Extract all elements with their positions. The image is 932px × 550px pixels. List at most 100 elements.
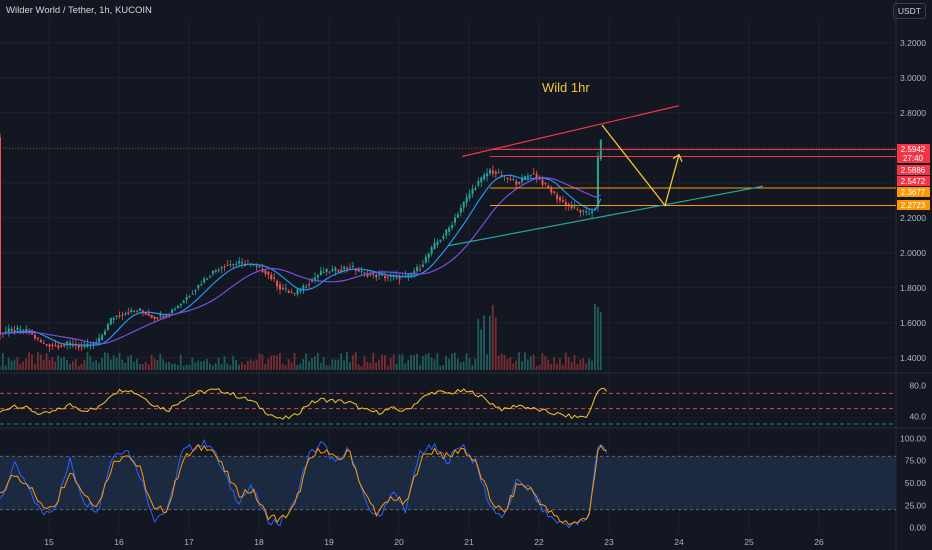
candle-body (165, 315, 168, 317)
candle-body (591, 211, 594, 214)
candle-body (541, 179, 544, 185)
volume-bar (316, 352, 319, 370)
volume-bar (130, 354, 133, 370)
candle-body (136, 311, 139, 313)
volume-bar (10, 360, 13, 370)
volume-bar (532, 354, 535, 370)
candle-body (305, 286, 308, 288)
candle-body (349, 267, 351, 269)
volume-bar (144, 361, 147, 370)
volume-bar (22, 361, 25, 370)
candle-body (106, 323, 109, 330)
candle-body (366, 273, 369, 277)
candle-body (36, 337, 39, 339)
price-badge-label: 2.5886 (901, 166, 926, 175)
volume-bar (284, 365, 287, 370)
candle-body (308, 284, 311, 286)
volume-bar (168, 361, 170, 370)
volume-bar (171, 363, 173, 370)
candle-body (544, 182, 547, 184)
price-badge (897, 153, 930, 163)
candle-body (506, 177, 509, 179)
volume-bar (261, 354, 264, 370)
candle-body (576, 209, 579, 211)
candle-body (532, 173, 535, 175)
candle-body (311, 279, 314, 282)
currency-badge[interactable]: USDT (892, 3, 926, 19)
volume-bar (489, 315, 491, 370)
volume-bar (0, 366, 1, 370)
volume-bar (89, 355, 92, 370)
volume-bar (459, 362, 462, 370)
volume-bar (206, 358, 208, 370)
candle-body (293, 293, 296, 295)
candle-body (448, 227, 451, 232)
volume-bar (16, 357, 19, 370)
stoch-d-line (0, 443, 607, 526)
projection-path (601, 124, 680, 207)
candle-body (553, 191, 556, 193)
volume-bar (80, 363, 83, 370)
volume-bar (305, 353, 308, 370)
candle-body (19, 328, 22, 331)
candle-body (389, 275, 392, 277)
volume-bar (477, 318, 480, 370)
symbol-title[interactable]: Wilder World / Tether, 1h, KUCOIN (6, 5, 152, 16)
volume-bar (31, 354, 33, 370)
candle-body (80, 345, 83, 347)
candle-body (442, 236, 445, 239)
volume-bar (115, 357, 118, 370)
candle-body (439, 239, 442, 242)
candle-body (529, 175, 532, 177)
volume-bar (238, 364, 240, 370)
volume-bar (244, 364, 246, 370)
volume-bar (322, 357, 325, 370)
volume-bar (174, 363, 176, 370)
volume-bar (596, 307, 599, 370)
volume-bar (209, 363, 211, 370)
volume-bar (267, 358, 270, 370)
volume-bar (451, 353, 453, 370)
volume-bar (42, 359, 45, 370)
x-tick-label: 16 (114, 537, 124, 547)
candle-body (372, 273, 375, 275)
x-tick-label: 17 (184, 537, 194, 547)
candle-body (209, 276, 211, 278)
volume-bar (413, 355, 415, 370)
candle-body (430, 247, 433, 254)
volume-bar (136, 358, 138, 370)
candle-body (547, 185, 550, 188)
candle-body (360, 270, 363, 272)
candle-body (477, 181, 480, 186)
candle-body (579, 210, 582, 213)
price-badge-label: 27:40 (903, 154, 924, 163)
volume-bar (188, 364, 191, 370)
candle-body (130, 309, 133, 312)
candle-body (413, 271, 416, 274)
stoch-tick-label: 50.00 (905, 478, 927, 488)
candle-body (147, 313, 150, 316)
candle-body (258, 266, 261, 268)
volume-bar (585, 363, 588, 370)
y-tick-label: 3.0000 (900, 73, 926, 83)
volume-bar (559, 358, 561, 370)
stoch-tick-label: 75.00 (905, 456, 927, 466)
candle-body (491, 170, 494, 174)
y-tick-label: 1.8000 (900, 283, 926, 293)
volume-bar (290, 362, 293, 370)
candle-body (118, 315, 121, 317)
volume-bar (561, 364, 564, 370)
volume-bar (226, 363, 229, 370)
candle-body (150, 314, 153, 319)
price-badge-label: 2.3677 (901, 188, 926, 197)
volume-bar (378, 359, 380, 370)
candle-body (124, 313, 127, 315)
volume-bar (468, 358, 471, 370)
candle-body (494, 171, 497, 175)
candle-body (322, 272, 325, 274)
candle-body (445, 229, 448, 236)
candle-body (319, 270, 322, 276)
candle-body (433, 242, 436, 250)
volume-bar (51, 356, 54, 370)
